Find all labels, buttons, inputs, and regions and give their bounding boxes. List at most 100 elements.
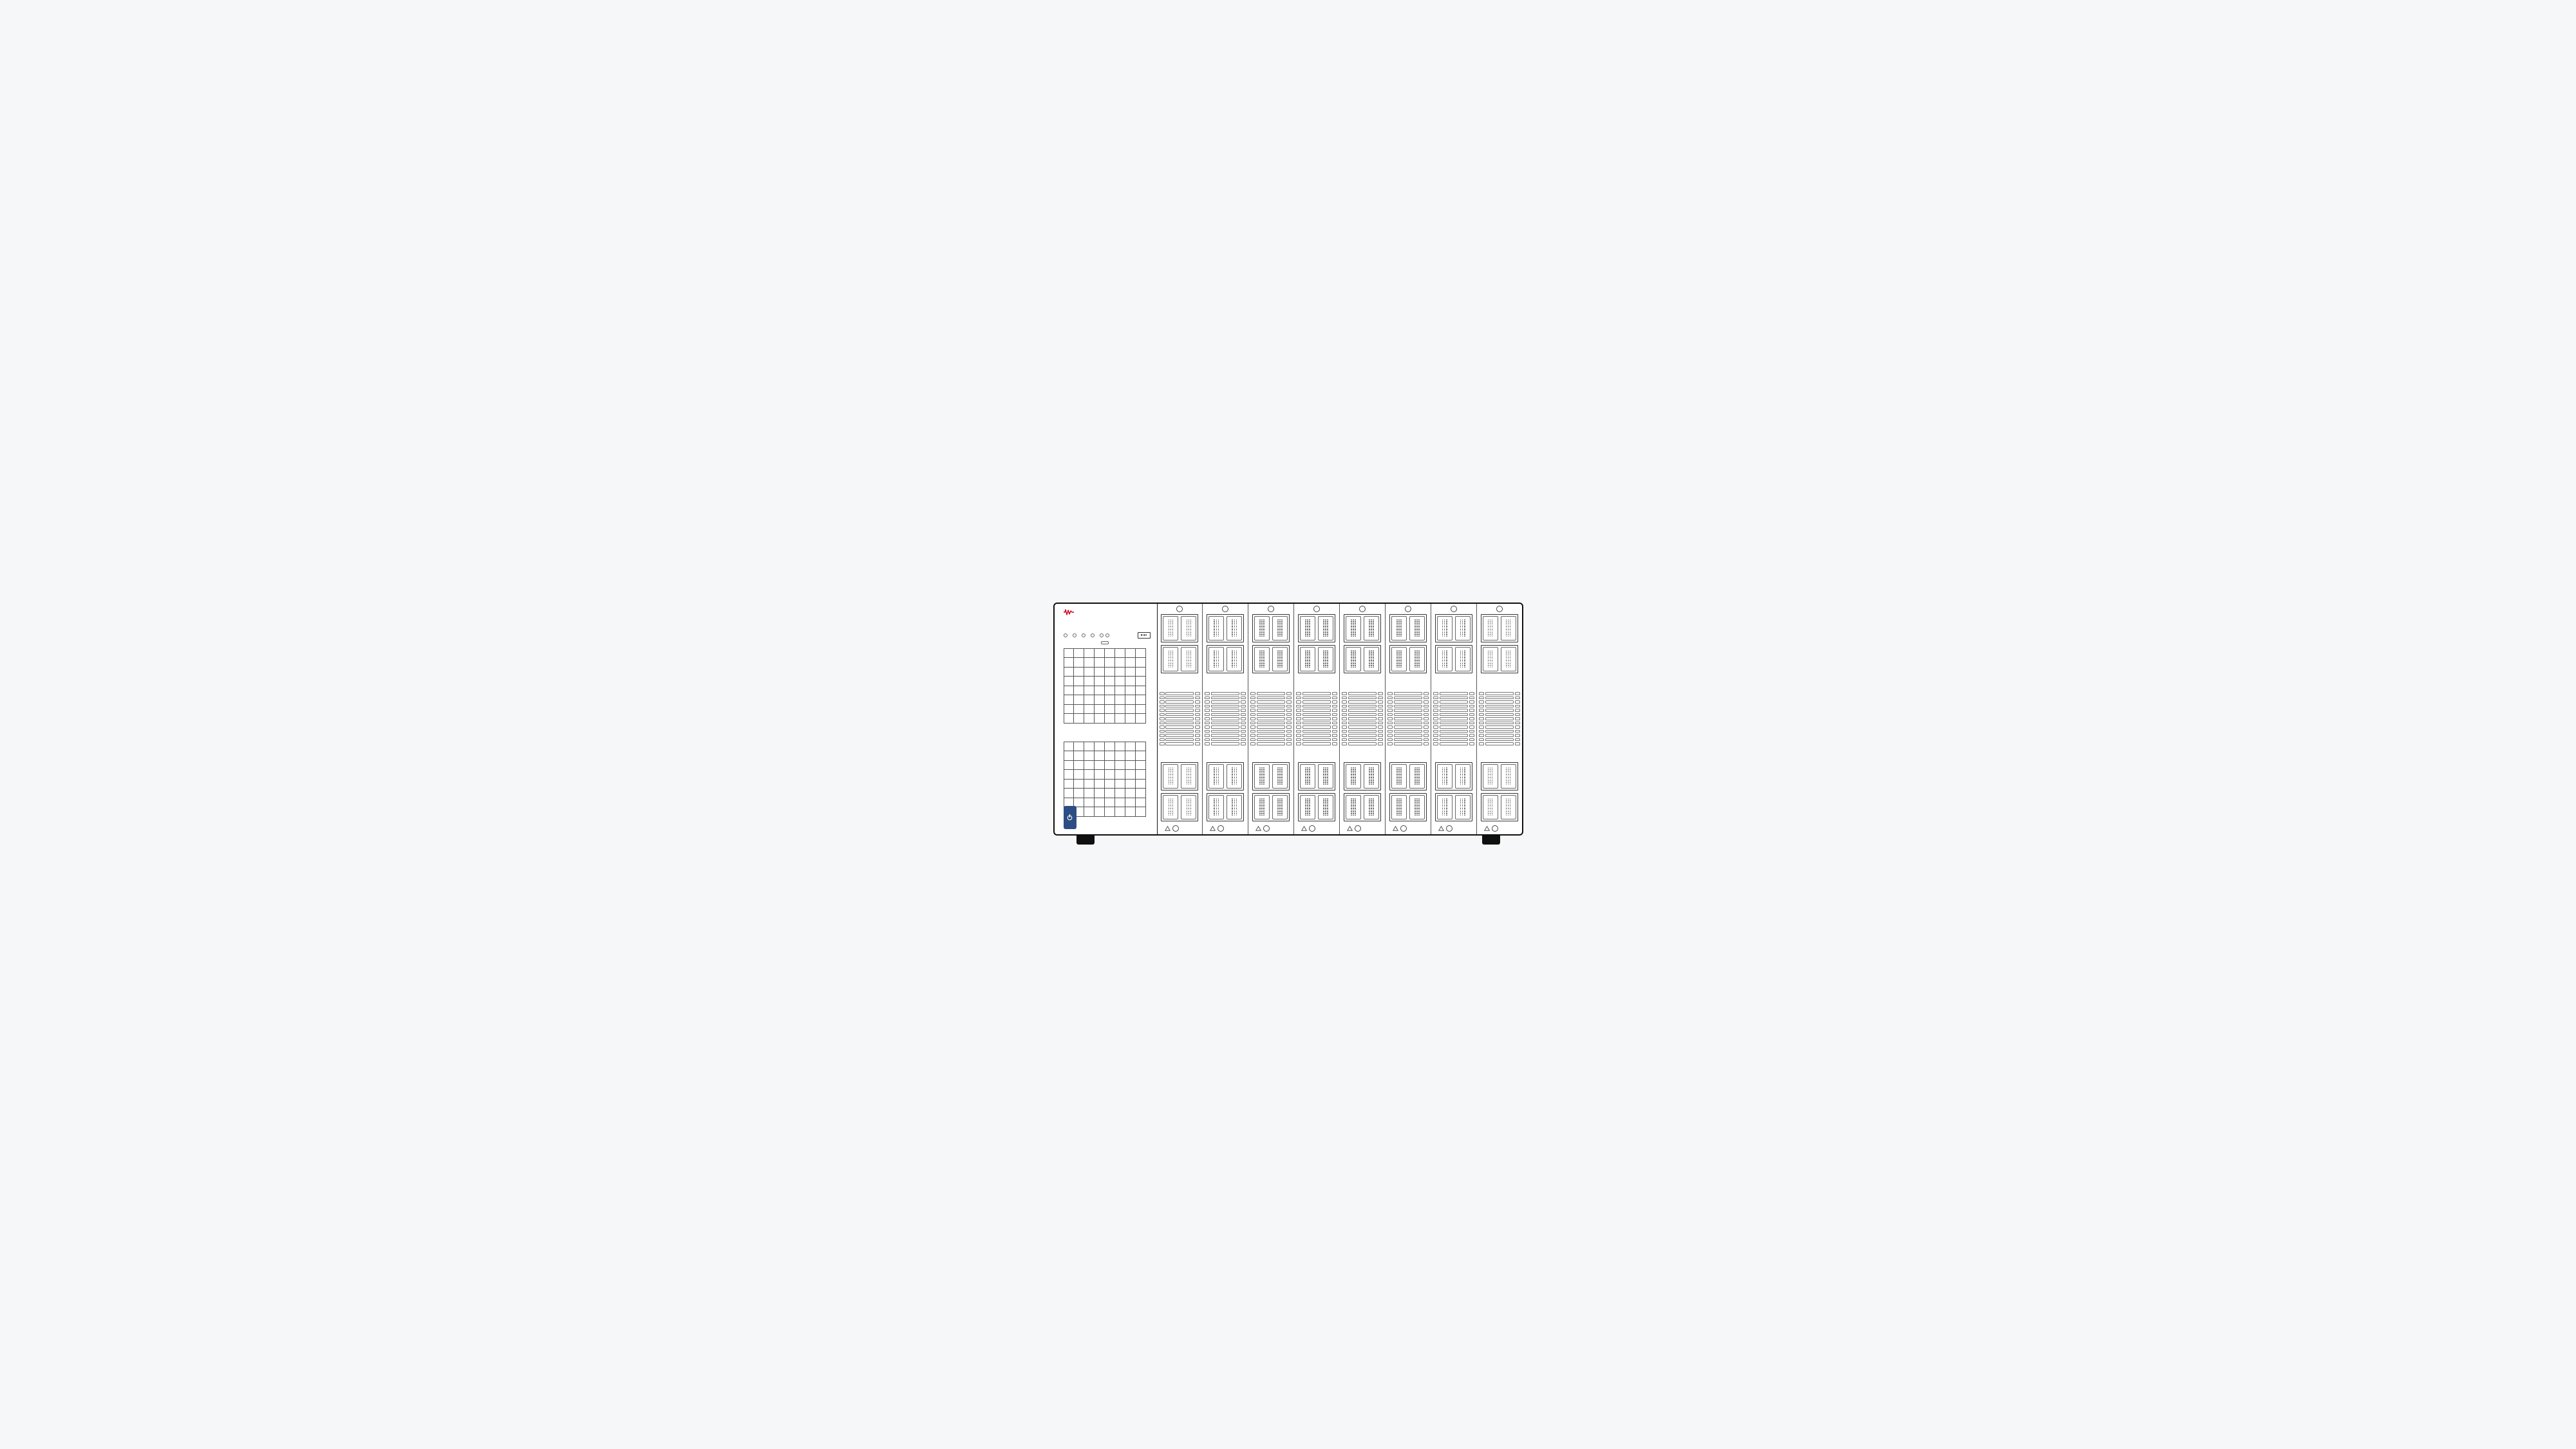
connector-block [1207, 762, 1244, 790]
eject-triangle-icon [1255, 826, 1261, 830]
connector-block [1435, 793, 1472, 821]
screw-icon [1217, 825, 1224, 832]
usb-port-icon [1138, 632, 1151, 639]
module-slot [1202, 604, 1248, 834]
module-slot [1385, 604, 1431, 834]
connector-block [1161, 793, 1198, 821]
power-icon [1066, 814, 1073, 821]
eject-triangle-icon [1347, 826, 1352, 830]
screw-icon [1405, 606, 1411, 612]
instrument-chassis-illustration [1053, 603, 1523, 847]
connector-block [1207, 645, 1244, 673]
screw-icon [1172, 825, 1179, 832]
vent-grid-upper [1064, 648, 1146, 724]
screw-icon [1400, 825, 1407, 832]
screw-icon [1355, 825, 1361, 832]
module-bottom-marks [1342, 825, 1383, 832]
module-slot [1476, 604, 1522, 834]
connector-block [1161, 614, 1198, 642]
module-bay [1158, 604, 1522, 834]
screw-icon [1359, 606, 1366, 612]
status-led-row [1064, 632, 1151, 639]
chassis-foot [1076, 836, 1095, 845]
connector-block [1298, 645, 1335, 673]
module-slot [1248, 604, 1293, 834]
control-panel [1055, 604, 1158, 834]
vent-stack [1160, 676, 1201, 762]
connector-block [1481, 645, 1518, 673]
connector-block [1252, 645, 1290, 673]
module-slot [1339, 604, 1385, 834]
connector-block [1389, 645, 1427, 673]
connector-block [1435, 645, 1472, 673]
vent-stack [1479, 676, 1520, 762]
connector-block [1389, 614, 1427, 642]
connector-block [1252, 614, 1290, 642]
eject-triangle-icon [1393, 826, 1398, 830]
connector-block [1161, 762, 1198, 790]
vent-stack [1296, 676, 1337, 762]
module-slot [1158, 604, 1203, 834]
eject-triangle-icon [1210, 826, 1215, 830]
module-bottom-marks [1296, 825, 1337, 832]
vent-stack [1205, 676, 1246, 762]
module-slot [1431, 604, 1476, 834]
screw-icon [1492, 825, 1498, 832]
vent-grid-lower [1064, 742, 1146, 817]
module-bottom-marks [1479, 825, 1520, 832]
module-bottom-marks [1250, 825, 1292, 832]
chassis-body [1053, 603, 1523, 836]
eject-triangle-icon [1484, 826, 1489, 830]
module-bottom-marks [1205, 825, 1246, 832]
connector-block [1252, 762, 1290, 790]
brand-logo-icon [1064, 609, 1151, 617]
screw-icon [1313, 606, 1320, 612]
module-slot [1293, 604, 1339, 834]
connector-block [1207, 793, 1244, 821]
connector-block [1344, 793, 1381, 821]
vent-stack [1433, 676, 1474, 762]
connector-block [1298, 614, 1335, 642]
status-led-icon [1064, 633, 1067, 637]
screw-icon [1309, 825, 1315, 832]
connector-block [1344, 762, 1381, 790]
module-bottom-marks [1387, 825, 1429, 832]
connector-block [1435, 614, 1472, 642]
screw-icon [1263, 825, 1270, 832]
chassis-foot [1482, 836, 1500, 845]
indicator-pill-icon [1101, 641, 1109, 644]
vent-stack [1387, 676, 1429, 762]
module-bottom-marks [1433, 825, 1474, 832]
connector-block [1481, 614, 1518, 642]
connector-block [1344, 645, 1381, 673]
connector-block [1298, 762, 1335, 790]
eject-triangle-icon [1165, 826, 1170, 830]
screw-icon [1268, 606, 1274, 612]
module-bottom-marks [1160, 825, 1201, 832]
screw-icon [1222, 606, 1228, 612]
connector-block [1252, 793, 1290, 821]
status-led-icon [1100, 633, 1104, 637]
status-led-icon [1091, 633, 1095, 637]
connector-block [1481, 762, 1518, 790]
screw-icon [1446, 825, 1453, 832]
status-led-icon [1073, 633, 1076, 637]
connector-block [1207, 614, 1244, 642]
screw-icon [1176, 606, 1183, 612]
power-button[interactable] [1064, 806, 1076, 829]
connector-block [1298, 793, 1335, 821]
connector-block [1344, 614, 1381, 642]
connector-block [1435, 762, 1472, 790]
connector-block [1389, 762, 1427, 790]
connector-block [1161, 645, 1198, 673]
screw-icon [1451, 606, 1457, 612]
connector-block [1389, 793, 1427, 821]
eject-triangle-icon [1301, 826, 1306, 830]
screw-icon [1496, 606, 1503, 612]
status-led-icon [1105, 633, 1109, 637]
vent-stack [1342, 676, 1383, 762]
eject-triangle-icon [1438, 826, 1443, 830]
vent-stack [1250, 676, 1292, 762]
status-led-icon [1082, 633, 1086, 637]
connector-block [1481, 793, 1518, 821]
